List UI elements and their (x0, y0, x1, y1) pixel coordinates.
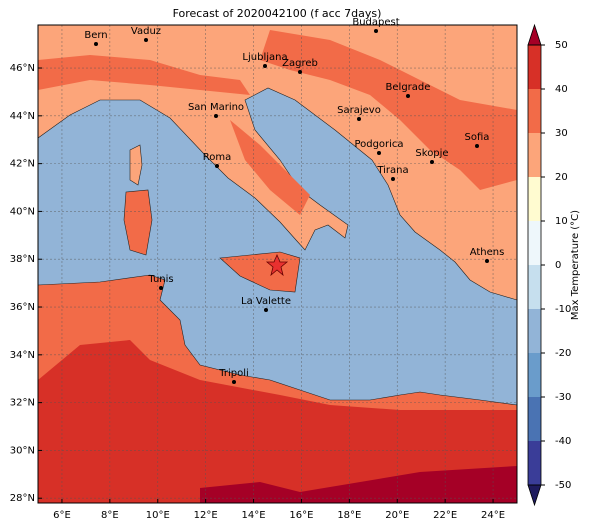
city-label: Roma (203, 152, 232, 163)
warm-region (260, 30, 517, 190)
colorbar-tick-label: 30 (555, 128, 568, 139)
city-label: Budapest (352, 17, 399, 28)
colorbar-tick-label: 40 (555, 84, 568, 95)
star-marker (265, 253, 289, 277)
city-label: Tirana (376, 165, 408, 176)
city-dot (475, 144, 479, 148)
y-tick-label: 28°N (10, 493, 35, 504)
city-dot (215, 164, 219, 168)
colorbar-label: Max Temperature (°C) (570, 210, 581, 320)
x-tick-label: 12°E (194, 510, 218, 521)
y-tick-label: 30°N (10, 445, 35, 456)
y-tick-label: 36°N (10, 302, 35, 313)
x-tick-label: 18°E (337, 510, 361, 521)
colorbar-segment (528, 441, 541, 485)
colorbar-extend-bottom (527, 484, 542, 507)
colorbar-tick-label: 50 (555, 40, 568, 51)
x-tick-label: 16°E (289, 510, 313, 521)
city-label: Podgorica (354, 139, 403, 150)
colorbar-tick-label: 0 (555, 260, 561, 271)
map-area (37, 24, 518, 504)
city-dot (264, 308, 268, 312)
colorbar-tick-label: -40 (555, 436, 571, 447)
colorbar-segment (528, 89, 541, 133)
city-dot (430, 160, 434, 164)
corsica (129, 144, 143, 186)
city-label: Tripoli (218, 368, 249, 379)
y-tick-label: 44°N (10, 111, 35, 122)
city-label: Zagreb (282, 58, 318, 69)
y-tick-label: 32°N (10, 398, 35, 409)
y-tick-label: 38°N (10, 254, 35, 265)
city-dot (406, 94, 410, 98)
city-label: Bern (84, 30, 107, 41)
city-dot (232, 380, 236, 384)
x-tick-label: 22°E (433, 510, 457, 521)
city-dot (357, 117, 361, 121)
x-tick-label: 14°E (242, 510, 266, 521)
city-label: Athens (470, 247, 505, 258)
graticule: 6°E 8°E 10°E 12°E 14°E 16°E 18°E 20°E 22°E 24°E 28… (10, 25, 517, 521)
y-tick-label: 34°N (10, 350, 35, 361)
city-dot (144, 38, 148, 42)
warm-region (230, 120, 310, 215)
colorbar-tick-label: 10 (555, 216, 568, 227)
city-dot (263, 64, 267, 68)
colorbar-segment (528, 309, 541, 353)
city-label: Belgrade (386, 82, 431, 93)
title: Forecast of 2020042100 (f acc 7days) (173, 7, 382, 20)
city-dot (214, 114, 218, 118)
hottest-region (200, 466, 517, 503)
colorbar-segment (528, 45, 541, 89)
colorbar-tick-label: 20 (555, 172, 568, 183)
city-dot (374, 29, 378, 33)
colorbar-segment (528, 133, 541, 177)
sardinia (123, 189, 153, 256)
city-dot (391, 177, 395, 181)
warm-region (38, 55, 250, 95)
x-tick-label: 6°E (53, 510, 71, 521)
city-dot (159, 286, 163, 290)
x-tick-label: 10°E (146, 510, 170, 521)
colorbar-tick-label: -20 (555, 348, 571, 359)
colorbar-segment (528, 397, 541, 441)
city-label: San Marino (188, 102, 244, 113)
city-label: Sofia (465, 132, 490, 143)
colorbar-extend-top (527, 23, 542, 46)
colorbar-segment (528, 177, 541, 221)
city-label: Vaduz (131, 26, 161, 37)
city-label: Tunis (147, 274, 173, 285)
city-label: Sarajevo (337, 105, 381, 116)
city-dot (485, 259, 489, 263)
colorbar-tick-label: -30 (555, 392, 571, 403)
colorbar-tick-label: -50 (555, 480, 571, 491)
map-frame (37, 24, 518, 504)
x-tick-label: 20°E (385, 510, 409, 521)
city-dot (94, 42, 98, 46)
colorbar-tick-label: -10 (555, 304, 571, 315)
y-tick-label: 46°N (10, 63, 35, 74)
x-tick-label: 8°E (101, 510, 119, 521)
city-label: La Valette (241, 296, 291, 307)
x-tick-label: 24°E (481, 510, 505, 521)
city-dot (298, 70, 302, 74)
y-tick-label: 40°N (10, 206, 35, 217)
colorbar-segment (528, 353, 541, 397)
colorbar: -50 -40 -30 -20 -10 0 10 20 30 40 50 (527, 23, 571, 507)
y-tick-label: 42°N (10, 159, 35, 170)
city-label: Ljubljana (242, 52, 287, 63)
city-dot (377, 151, 381, 155)
colorbar-segment (528, 221, 541, 265)
city-label: Skopje (415, 148, 448, 159)
colorbar-segment (528, 265, 541, 309)
